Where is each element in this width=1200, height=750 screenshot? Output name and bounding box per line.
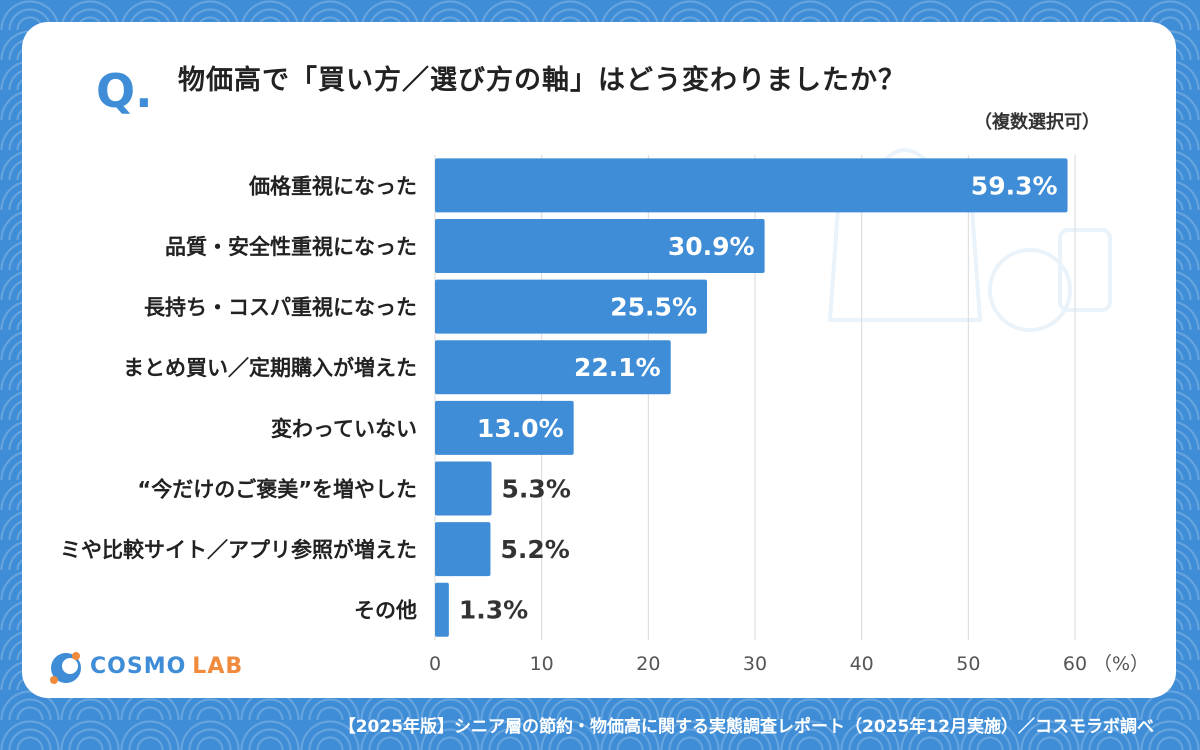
category-label: 品質・安全性重視になった bbox=[165, 235, 417, 259]
category-label: 変わっていない bbox=[271, 417, 417, 441]
bar bbox=[435, 158, 1068, 213]
x-tick-label: 50 bbox=[956, 653, 980, 675]
x-tick-label: 60 bbox=[1063, 653, 1087, 675]
footer-source: 【2025年版】シニア層の節約・物価高に関する実態調査レポート（2025年12月… bbox=[338, 717, 1154, 737]
bar bbox=[435, 279, 707, 334]
category-label: 価格重視になった bbox=[248, 174, 417, 198]
x-tick-label: 0 bbox=[429, 653, 441, 675]
x-tick-label: 40 bbox=[850, 653, 874, 675]
multiple-choice-note: （複数選択可） bbox=[974, 112, 1100, 133]
x-tick-label: 10 bbox=[530, 653, 554, 675]
value-label: 1.3% bbox=[459, 596, 528, 625]
value-label: 5.2% bbox=[500, 535, 569, 564]
bar bbox=[435, 522, 491, 577]
x-tick-label: 20 bbox=[636, 653, 660, 675]
brand-name-lab: LAB bbox=[192, 653, 244, 679]
brand-name-cosmo: COSMO bbox=[90, 653, 187, 679]
category-label: “今だけのご褒美”を増やした bbox=[137, 477, 417, 501]
category-label: 長持ち・コスパ重視になった bbox=[144, 296, 417, 320]
value-label: 30.9% bbox=[668, 232, 755, 261]
category-label: まとめ買い／定期購入が増えた bbox=[123, 356, 417, 380]
value-label: 5.3% bbox=[502, 474, 571, 503]
brand-logo: COSMO LAB bbox=[46, 646, 243, 686]
logo-icon bbox=[50, 652, 81, 684]
value-label: 59.3% bbox=[971, 171, 1058, 200]
bar bbox=[435, 218, 765, 273]
question-title: 物価高で「買い方／選び方の軸」はどう変わりましたか？ bbox=[178, 65, 906, 96]
x-tick-label: 30 bbox=[743, 653, 767, 675]
bar bbox=[435, 340, 671, 395]
category-label: その他 bbox=[354, 599, 417, 623]
bar bbox=[435, 461, 492, 516]
question-mark: Q. bbox=[96, 64, 153, 118]
value-label: 25.5% bbox=[610, 293, 697, 322]
category-label: ミや比較サイト／アプリ参照が増えた bbox=[60, 538, 417, 562]
bar bbox=[435, 400, 574, 455]
bar bbox=[435, 582, 449, 637]
value-label: 22.1% bbox=[574, 353, 661, 382]
x-axis-unit: （%） bbox=[1093, 653, 1149, 675]
value-label: 13.0% bbox=[477, 414, 564, 443]
